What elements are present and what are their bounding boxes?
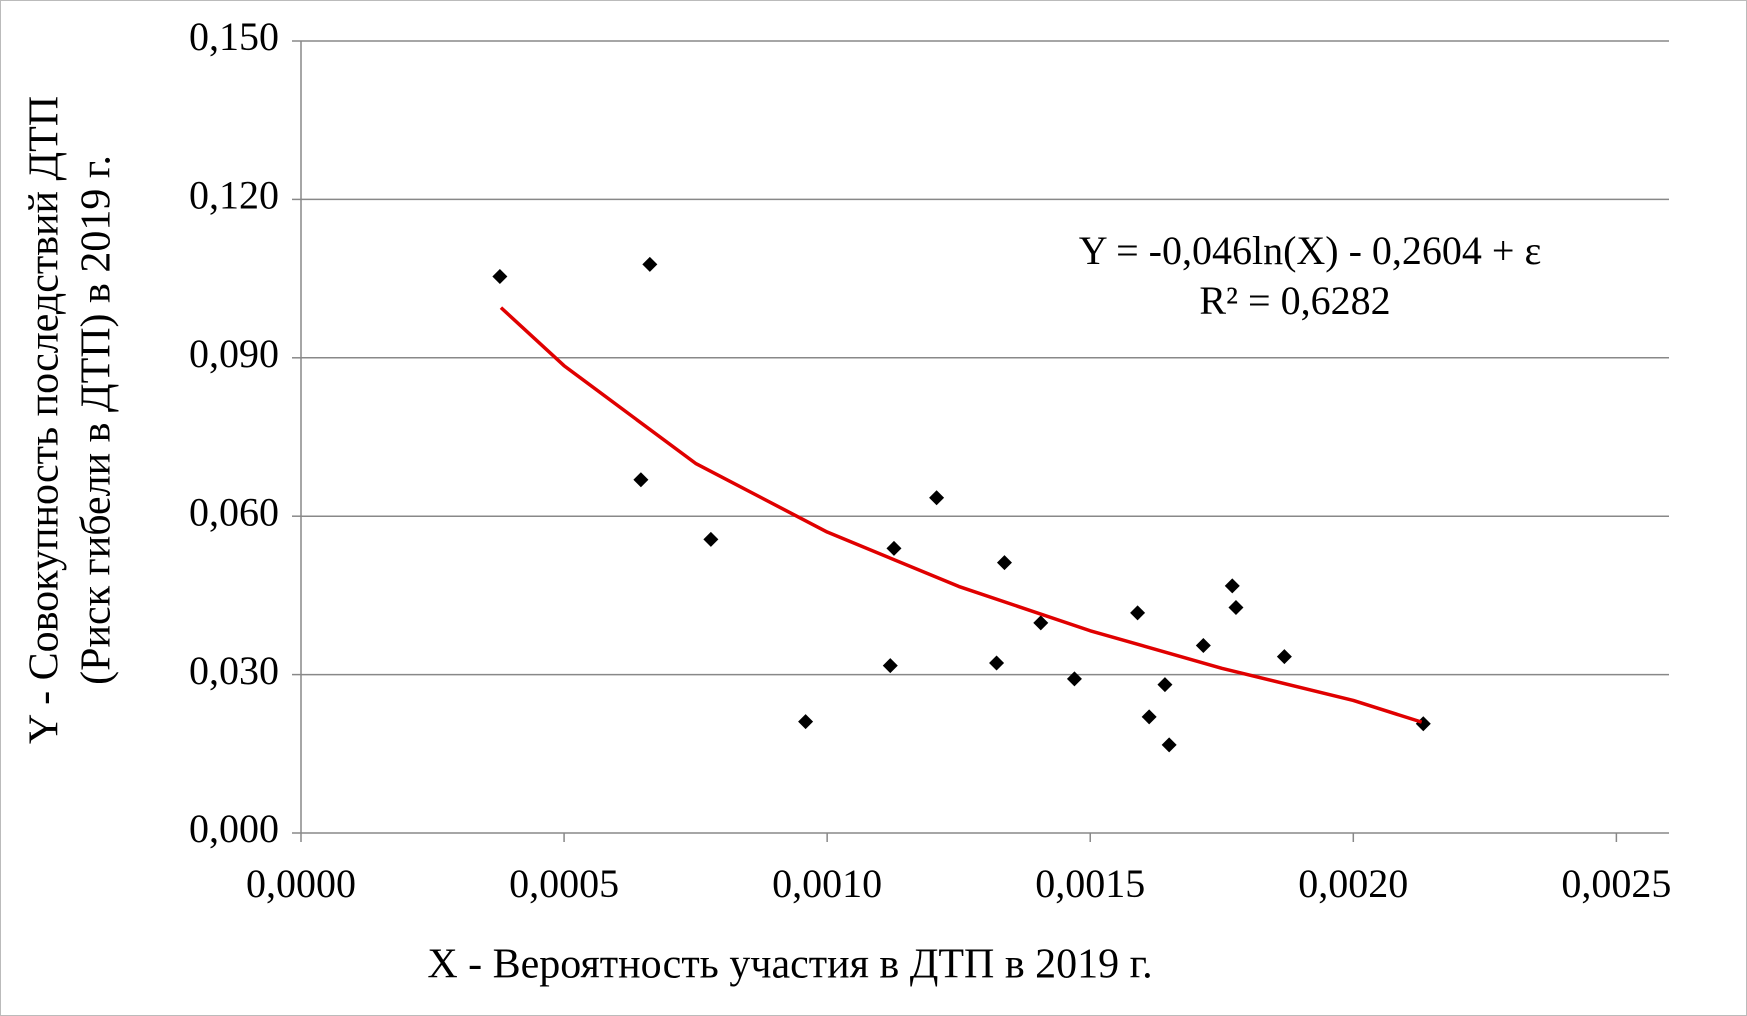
- point: [1228, 600, 1244, 616]
- equation: Y = -0,046ln(X) - 0,2604 + ε: [1079, 228, 1542, 273]
- point: [1195, 638, 1211, 654]
- y-tick-label: 0,060: [189, 489, 279, 534]
- point: [703, 531, 719, 547]
- y-axis-title: Y - Совокупность последствий ДТП: [22, 96, 68, 744]
- point: [1276, 649, 1292, 665]
- y-tick-label: 0,120: [189, 173, 279, 218]
- x-tick-label: 0,0025: [1561, 861, 1671, 906]
- point: [492, 268, 508, 284]
- y-tick-label: 0,030: [189, 648, 279, 693]
- point: [798, 714, 814, 730]
- point: [633, 472, 649, 488]
- point: [1066, 671, 1082, 687]
- point: [1157, 677, 1173, 693]
- point: [1130, 605, 1146, 621]
- trend-line: [499, 306, 1423, 724]
- point: [1224, 578, 1240, 594]
- point: [989, 655, 1005, 671]
- point: [929, 490, 945, 506]
- x-tick-label: 0,0015: [1035, 861, 1145, 906]
- point: [882, 658, 898, 674]
- y-axis-title: (Риск гибели в ДТП) в 2019 г.: [74, 155, 120, 685]
- r-squared: R² = 0,6282: [1199, 278, 1390, 323]
- point: [1141, 709, 1157, 725]
- x-axis-title: X - Вероятность участия в ДТП в 2019 г.: [427, 942, 1152, 988]
- y-tick-label: 0,150: [189, 14, 279, 59]
- point: [642, 256, 658, 272]
- x-tick-label: 0,0020: [1298, 861, 1408, 906]
- x-tick-label: 0,0010: [772, 861, 882, 906]
- point: [886, 540, 902, 556]
- y-tick-label: 0,090: [189, 331, 279, 376]
- point: [1415, 716, 1431, 732]
- point: [1161, 737, 1177, 753]
- y-tick-label: 0,000: [189, 806, 279, 851]
- point: [996, 555, 1012, 571]
- x-tick-label: 0,0000: [246, 861, 356, 906]
- point: [1033, 615, 1049, 631]
- x-tick-label: 0,0005: [509, 861, 619, 906]
